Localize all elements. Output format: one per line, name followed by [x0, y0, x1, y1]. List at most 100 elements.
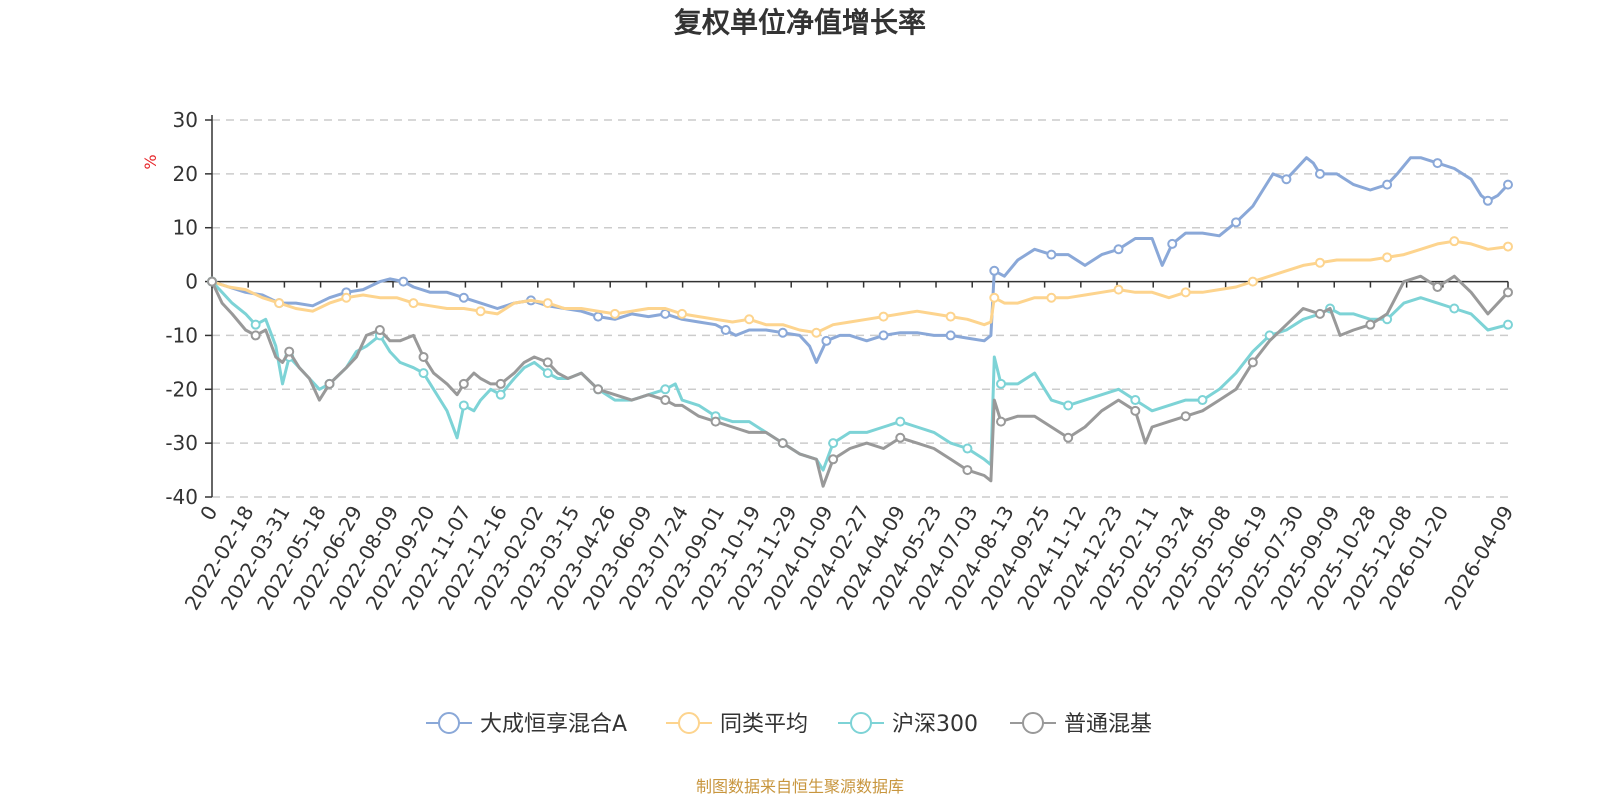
grid-lines — [212, 119, 1508, 498]
series-point-1 — [811, 327, 822, 338]
series-point-3 — [828, 454, 839, 465]
x-tick-label: 0 — [195, 502, 222, 525]
series-point-0 — [1281, 174, 1292, 185]
series-point-0 — [660, 308, 671, 319]
legend-label: 大成恒享混合A — [480, 712, 627, 737]
series-point-3 — [207, 276, 217, 287]
y-tick-label: 0 — [185, 270, 198, 294]
y-tick-label: -10 — [165, 323, 198, 347]
series-point-3 — [458, 378, 469, 389]
series-point-0 — [593, 311, 604, 322]
series-point-3 — [1365, 319, 1376, 330]
legend-swatch-marker — [1022, 712, 1044, 734]
series-point-1 — [1382, 252, 1393, 263]
series-point-1 — [341, 292, 352, 303]
legend-label: 普通混基 — [1064, 712, 1152, 737]
series-point-3 — [777, 438, 788, 449]
series-point-3 — [593, 384, 604, 395]
chart-title: 复权单位净值增长率 — [674, 6, 926, 39]
series-point-0 — [821, 335, 832, 346]
series-point-3 — [418, 351, 429, 362]
series-point-3 — [1503, 287, 1513, 298]
series-point-1 — [609, 308, 620, 319]
x-tick-label: 2026-04-09 — [1439, 502, 1518, 615]
series-point-3 — [962, 465, 973, 476]
series-point-3 — [1314, 308, 1325, 319]
series-point-3 — [710, 416, 721, 427]
series-point-0 — [1382, 179, 1393, 190]
y-tick-label: -20 — [165, 377, 198, 401]
series-point-3 — [250, 330, 261, 341]
series-point-3 — [1130, 405, 1141, 416]
series-point-1 — [1046, 292, 1057, 303]
series-point-3 — [1063, 432, 1074, 443]
series-point-2 — [1449, 303, 1460, 314]
series-point-0 — [1432, 158, 1443, 169]
series-point-1 — [1180, 287, 1191, 298]
series-point-0 — [777, 327, 788, 338]
series-point-0 — [1167, 238, 1178, 249]
series-point-1 — [1113, 284, 1124, 295]
series-point-0 — [989, 265, 1000, 276]
legend[interactable]: 大成恒享混合A 同类平均 沪深300 普通混基 — [426, 712, 1152, 737]
series-point-1 — [475, 306, 486, 317]
y-tick-labels: 30 20 10 0 -10 -20 -30 -40 — [165, 108, 198, 509]
series-point-2 — [458, 400, 469, 411]
series-point-0 — [1231, 217, 1242, 228]
legend-label: 同类平均 — [720, 712, 808, 737]
y-tick-label: -30 — [165, 431, 198, 455]
series-point-0 — [945, 330, 956, 341]
series-point-1 — [1449, 236, 1460, 247]
series-point-0 — [1314, 168, 1325, 179]
series-point-1 — [989, 292, 1000, 303]
series-line-2 — [210, 280, 1509, 472]
series-point-2 — [1197, 395, 1208, 406]
legend-item-2[interactable]: 沪深300 — [838, 712, 978, 737]
series-point-2 — [660, 384, 671, 395]
series-point-3 — [324, 378, 335, 389]
series-point-3 — [660, 395, 671, 406]
series-point-0 — [458, 292, 469, 303]
series-point-3 — [895, 432, 906, 443]
series-point-3 — [996, 416, 1007, 427]
series-point-0 — [1503, 179, 1513, 190]
series-point-1 — [945, 311, 956, 322]
series-point-2 — [1063, 400, 1074, 411]
series-point-3 — [1432, 281, 1443, 292]
legend-item-3[interactable]: 普通混基 — [1010, 712, 1152, 737]
y-tick-label: -40 — [165, 485, 198, 509]
series-point-1 — [408, 298, 419, 309]
series-point-2 — [1130, 395, 1141, 406]
series-point-1 — [744, 314, 755, 325]
x-tick-labels: 02022-02-182022-03-312022-05-182022-06-2… — [180, 501, 1519, 614]
legend-item-1[interactable]: 同类平均 — [666, 712, 808, 737]
series-point-3 — [284, 346, 295, 357]
series-point-2 — [495, 389, 506, 400]
series-point-2 — [418, 368, 429, 379]
series-point-1 — [878, 311, 889, 322]
series-point-0 — [878, 330, 889, 341]
series-line-1 — [211, 239, 1509, 335]
series-point-1 — [274, 298, 285, 309]
series-point-0 — [720, 325, 731, 336]
series-point-3 — [1180, 411, 1191, 422]
series-point-1 — [1314, 257, 1325, 268]
series-point-0 — [1113, 244, 1124, 255]
series-point-1 — [1247, 276, 1258, 287]
legend-item-0[interactable]: 大成恒享混合A — [426, 712, 627, 737]
axes — [205, 115, 1509, 498]
series-line-0 — [211, 156, 1510, 364]
series-line-3 — [210, 274, 1510, 488]
legend-label: 沪深300 — [892, 712, 978, 737]
y-tick-label: 20 — [173, 162, 198, 186]
legend-swatch-marker — [438, 712, 460, 734]
y-tick-label: 10 — [173, 216, 198, 240]
series-point-3 — [495, 378, 506, 389]
series-lines — [207, 156, 1513, 488]
series-point-3 — [542, 357, 553, 368]
series-point-3 — [1247, 357, 1258, 368]
legend-swatch-marker — [678, 712, 700, 734]
series-point-2 — [895, 416, 906, 427]
y-axis-unit: % — [141, 154, 160, 169]
